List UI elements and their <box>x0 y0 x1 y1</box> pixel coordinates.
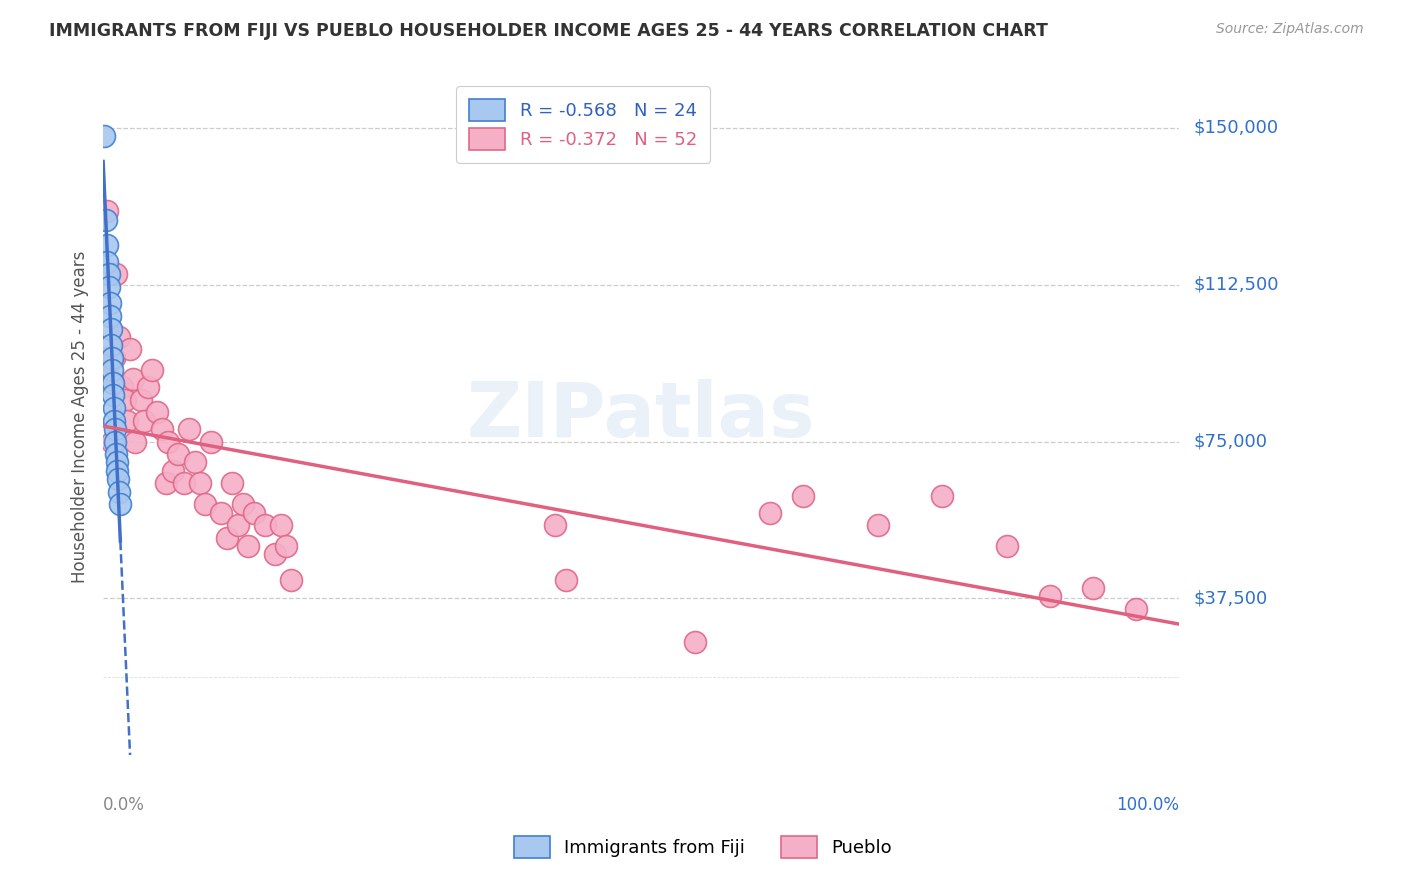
Text: ZIPatlas: ZIPatlas <box>467 379 815 453</box>
Point <box>554 573 576 587</box>
Point <box>792 489 814 503</box>
Point <box>100 434 122 449</box>
Point <box>108 330 131 344</box>
Point <box>97 267 120 281</box>
Point <box>101 376 124 390</box>
Point <box>162 464 184 478</box>
Point <box>124 434 146 449</box>
Point <box>1081 581 1104 595</box>
Text: $112,500: $112,500 <box>1194 276 1278 293</box>
Point <box>242 506 264 520</box>
Point <box>104 434 127 449</box>
Point <box>129 392 152 407</box>
Point <box>100 321 122 335</box>
Point <box>105 267 128 281</box>
Point <box>98 296 121 310</box>
Point <box>232 497 254 511</box>
Point <box>866 518 889 533</box>
Y-axis label: Householder Income Ages 25 - 44 years: Householder Income Ages 25 - 44 years <box>72 251 89 582</box>
Point <box>105 447 128 461</box>
Point <box>155 476 177 491</box>
Point <box>931 489 953 503</box>
Point <box>995 539 1018 553</box>
Point <box>93 128 115 143</box>
Point <box>111 380 134 394</box>
Point <box>107 472 129 486</box>
Point <box>100 338 122 352</box>
Point <box>108 484 131 499</box>
Point <box>211 506 233 520</box>
Point <box>200 434 222 449</box>
Point <box>150 422 173 436</box>
Point <box>98 309 121 323</box>
Point <box>103 414 125 428</box>
Point <box>194 497 217 511</box>
Point <box>146 405 169 419</box>
Point <box>238 539 260 553</box>
Point <box>1125 602 1147 616</box>
Point <box>96 237 118 252</box>
Point <box>136 380 159 394</box>
Point <box>221 476 243 491</box>
Text: 100.0%: 100.0% <box>1116 796 1180 814</box>
Point <box>96 254 118 268</box>
Point <box>122 372 145 386</box>
Legend: R = -0.568   N = 24, R = -0.372   N = 52: R = -0.568 N = 24, R = -0.372 N = 52 <box>457 87 710 163</box>
Point <box>759 506 782 520</box>
Text: $75,000: $75,000 <box>1194 433 1267 450</box>
Point <box>114 392 136 407</box>
Point <box>100 363 122 377</box>
Point <box>101 388 124 402</box>
Text: 0.0%: 0.0% <box>103 796 145 814</box>
Point <box>274 539 297 553</box>
Point <box>156 434 179 449</box>
Point <box>264 548 287 562</box>
Point <box>1039 590 1062 604</box>
Point <box>98 372 121 386</box>
Point <box>173 476 195 491</box>
Legend: Immigrants from Fiji, Pueblo: Immigrants from Fiji, Pueblo <box>506 829 900 865</box>
Point <box>105 455 128 469</box>
Point <box>103 351 125 365</box>
Text: $150,000: $150,000 <box>1194 119 1278 136</box>
Point <box>253 518 276 533</box>
Point <box>215 531 238 545</box>
Point <box>544 518 567 533</box>
Text: $37,500: $37,500 <box>1194 590 1267 607</box>
Point <box>97 279 120 293</box>
Point <box>226 518 249 533</box>
Text: IMMIGRANTS FROM FIJI VS PUEBLO HOUSEHOLDER INCOME AGES 25 - 44 YEARS CORRELATION: IMMIGRANTS FROM FIJI VS PUEBLO HOUSEHOLD… <box>49 22 1047 40</box>
Point <box>115 414 138 428</box>
Text: Source: ZipAtlas.com: Source: ZipAtlas.com <box>1216 22 1364 37</box>
Point <box>94 351 117 365</box>
Point <box>96 204 118 219</box>
Point <box>105 464 128 478</box>
Point <box>96 212 118 227</box>
Point <box>167 447 190 461</box>
Point <box>270 518 292 533</box>
Point <box>132 414 155 428</box>
Point <box>103 401 125 415</box>
Point <box>110 497 132 511</box>
Point <box>104 422 127 436</box>
Point <box>280 573 302 587</box>
Point <box>183 455 205 469</box>
Point <box>188 476 211 491</box>
Point <box>100 351 122 365</box>
Point <box>683 635 706 649</box>
Point <box>179 422 201 436</box>
Point <box>141 363 163 377</box>
Point <box>118 343 141 357</box>
